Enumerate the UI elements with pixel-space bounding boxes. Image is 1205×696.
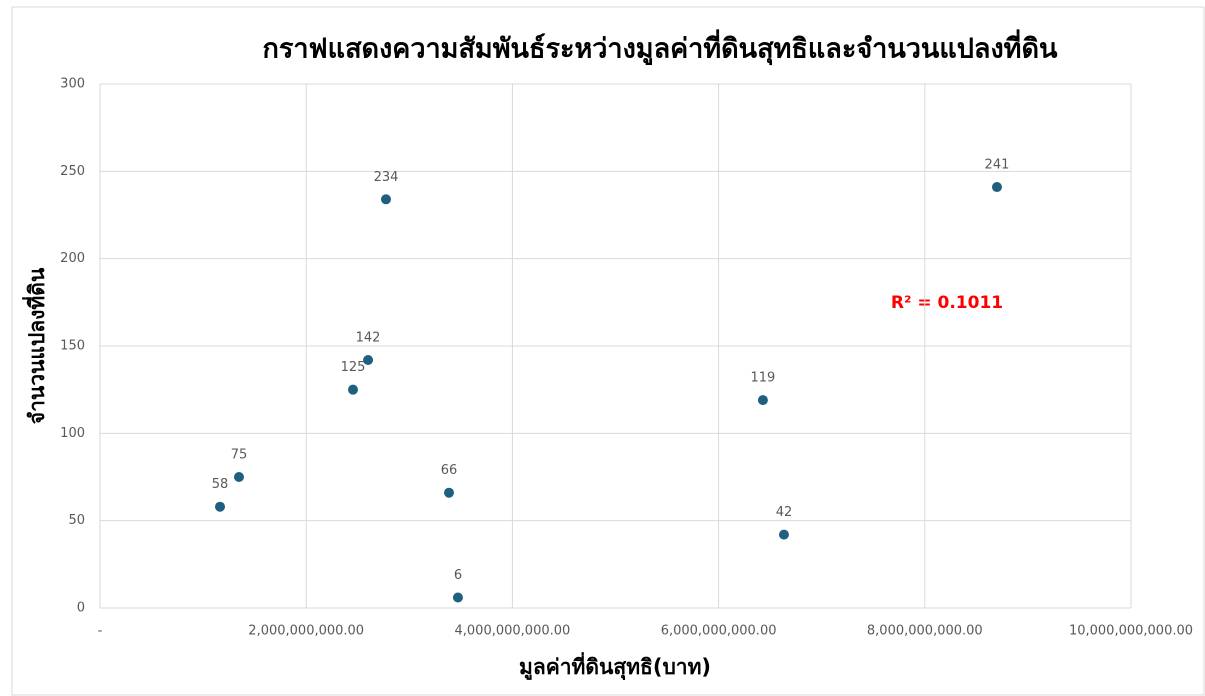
x-tick-label: 2,000,000,000.00 <box>248 624 364 639</box>
data-label: 142 <box>356 330 381 345</box>
point <box>991 182 1002 193</box>
y-tick-label: 150 <box>60 339 85 354</box>
x-tick-label: 6,000,000,000.00 <box>661 624 777 639</box>
data-label: 241 <box>985 158 1010 173</box>
data-label: 125 <box>341 360 366 375</box>
y-tick-label: 100 <box>60 426 85 441</box>
point <box>348 384 359 395</box>
point <box>757 395 768 406</box>
y-axis-label: จำนวนแปลงที่ดิน <box>21 267 49 424</box>
point <box>363 354 374 365</box>
point <box>443 487 454 498</box>
x-axis-label: มูลค่าที่ดินสุทธิ(บาท) <box>519 651 711 681</box>
point <box>452 592 463 603</box>
y-tick-label: 300 <box>60 77 85 92</box>
chart-border <box>11 6 1205 696</box>
annotation: R² = 0.1011 <box>891 293 1003 313</box>
point <box>215 501 226 512</box>
data-label: 75 <box>231 448 248 463</box>
y-tick-label: 50 <box>68 513 85 528</box>
data-label: 234 <box>374 170 399 185</box>
y-tick-label: 250 <box>60 164 85 179</box>
x-tick-label: 8,000,000,000.00 <box>867 624 983 639</box>
x-tick-label: 4,000,000,000.00 <box>455 624 571 639</box>
x-tick-label: 10,000,000,000.00 <box>1069 624 1193 639</box>
point <box>233 472 244 482</box>
x-tick-label: - <box>98 624 103 639</box>
point <box>380 194 391 205</box>
chart-title: กราฟแสดงความสัมพันธ์ระหว่างมูลค่าที่ดินส… <box>263 29 1058 66</box>
data-label: 58 <box>212 477 229 492</box>
data-label: 119 <box>751 371 776 386</box>
data-label: 6 <box>454 568 462 583</box>
y-tick-label: 200 <box>60 251 85 266</box>
data-label: 66 <box>441 463 458 478</box>
y-tick-label: 0 <box>77 601 85 616</box>
data-label: 42 <box>776 505 793 520</box>
point <box>778 529 789 540</box>
